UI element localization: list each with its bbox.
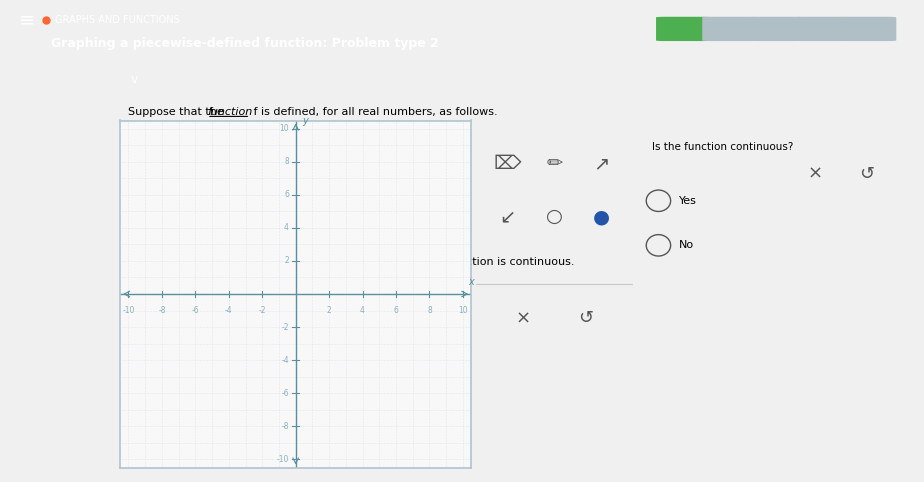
Text: -6: -6 xyxy=(191,306,200,315)
Text: 4: 4 xyxy=(360,306,365,315)
Text: -10: -10 xyxy=(122,306,135,315)
Text: x − 4   if x < 2: x − 4 if x < 2 xyxy=(209,144,300,157)
Text: -2: -2 xyxy=(282,322,289,332)
FancyBboxPatch shape xyxy=(702,17,758,41)
Text: ×: × xyxy=(808,164,822,183)
FancyBboxPatch shape xyxy=(841,17,896,41)
Text: Graph the function f. Then determine whether or not the function is continuous.: Graph the function f. Then determine whe… xyxy=(128,257,575,267)
Text: −2x + 2   if x ≥ 2: −2x + 2 if x ≥ 2 xyxy=(209,199,319,212)
Text: f(x) =: f(x) = xyxy=(136,171,176,185)
Text: 6: 6 xyxy=(284,190,289,200)
Text: ≡: ≡ xyxy=(18,11,35,30)
Text: 10: 10 xyxy=(279,124,289,133)
Text: -8: -8 xyxy=(282,422,289,431)
FancyBboxPatch shape xyxy=(748,17,804,41)
Text: -2: -2 xyxy=(259,306,266,315)
Text: 6: 6 xyxy=(394,306,398,315)
Text: ✏: ✏ xyxy=(546,154,563,174)
FancyBboxPatch shape xyxy=(795,17,850,41)
Text: v: v xyxy=(130,73,138,86)
Text: 10: 10 xyxy=(458,306,468,315)
Text: Suppose that the: Suppose that the xyxy=(128,107,227,117)
Text: ⌦: ⌦ xyxy=(493,154,521,174)
Text: ●: ● xyxy=(593,207,610,227)
Text: ↗: ↗ xyxy=(593,154,610,174)
Text: 2: 2 xyxy=(285,256,289,266)
Text: 8: 8 xyxy=(427,306,432,315)
Text: ○: ○ xyxy=(546,207,563,227)
Text: Graphing a piecewise-defined function: Problem type 2: Graphing a piecewise-defined function: P… xyxy=(51,37,439,50)
Text: GRAPHS AND FUNCTIONS: GRAPHS AND FUNCTIONS xyxy=(55,15,180,25)
Text: Yes: Yes xyxy=(679,196,697,206)
Text: y: y xyxy=(302,116,308,125)
Text: -8: -8 xyxy=(158,306,165,315)
FancyBboxPatch shape xyxy=(656,17,711,41)
Text: function: function xyxy=(207,107,252,117)
Text: 2: 2 xyxy=(327,306,332,315)
Text: ↺: ↺ xyxy=(859,164,874,183)
Text: x: x xyxy=(468,278,474,287)
Text: No: No xyxy=(679,241,694,250)
Text: Is the function continuous?: Is the function continuous? xyxy=(652,142,794,152)
Text: ↺: ↺ xyxy=(578,309,593,327)
Text: ↙: ↙ xyxy=(499,207,516,227)
Text: -6: -6 xyxy=(282,388,289,398)
Text: 4: 4 xyxy=(284,224,289,232)
Text: -4: -4 xyxy=(282,356,289,364)
Text: -4: -4 xyxy=(225,306,233,315)
Text: f is defined, for all real numbers, as follows.: f is defined, for all real numbers, as f… xyxy=(250,107,498,117)
Text: ×: × xyxy=(516,309,530,327)
Text: -10: -10 xyxy=(276,455,289,464)
Text: 8: 8 xyxy=(285,157,289,166)
